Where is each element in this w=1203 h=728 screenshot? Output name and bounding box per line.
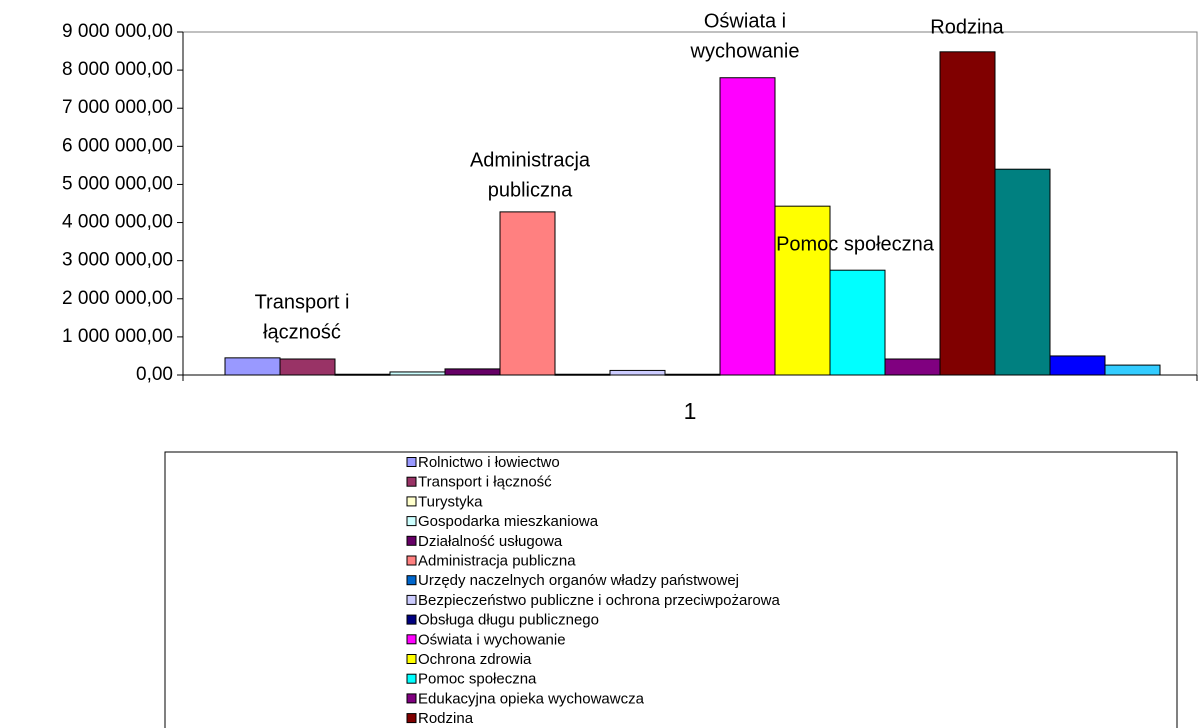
legend-label: Obsługa długu publicznego: [418, 612, 599, 629]
bar: [1049, 355, 1106, 376]
legend-swatch: [406, 673, 417, 684]
legend-swatch: [406, 594, 417, 605]
bar: [444, 368, 501, 376]
legend-label: Pomoc społeczna: [418, 671, 537, 688]
legend-label: Ochrona zdrowia: [418, 651, 532, 668]
y-tick-label: 0,00: [136, 364, 173, 385]
annotation: Transport i: [255, 291, 350, 313]
legend-swatch: [406, 516, 417, 527]
legend-label: Transport i łączność: [418, 474, 552, 491]
legend-label: Administracja publiczna: [418, 552, 576, 569]
y-tick-label: 6 000 000,00: [62, 135, 173, 156]
legend-label: Turystyka: [418, 493, 483, 510]
legend-swatch: [406, 693, 417, 704]
legend-label: Gospodarka mieszkaniowa: [418, 513, 599, 530]
annotation: Administracja: [470, 149, 591, 171]
legend-swatch: [406, 496, 417, 507]
annotation: Pomoc społeczna: [776, 233, 935, 255]
y-tick-label: 7 000 000,00: [62, 97, 173, 118]
y-tick-label: 4 000 000,00: [62, 212, 173, 233]
annotation: Oświata i: [704, 10, 786, 32]
legend-swatch: [406, 457, 417, 467]
y-tick-label: 1 000 000,00: [62, 326, 173, 347]
annotation: publiczna: [488, 179, 573, 201]
legend-label: Rodzina: [418, 710, 474, 727]
bar: [994, 168, 1051, 376]
bar: [774, 205, 831, 376]
annotation: wychowanie: [690, 40, 800, 62]
legend-swatch: [406, 575, 417, 586]
y-tick-label: 9 000 000,00: [62, 21, 173, 42]
bar: [279, 358, 336, 376]
legend-swatch: [406, 535, 417, 546]
legend-label: Działalność usługowa: [418, 533, 563, 550]
bar: [224, 357, 281, 376]
legend-label: Rolnictwo i łowiectwo: [418, 454, 560, 471]
legend-label: Urzędy naczelnych organów władzy państwo…: [418, 572, 739, 589]
annotation: łączność: [263, 321, 341, 343]
bar: [499, 211, 556, 376]
bar: [884, 358, 941, 376]
legend-label: Edukacyjna opieka wychowawcza: [418, 690, 645, 707]
y-tick-label: 8 000 000,00: [62, 59, 173, 80]
legend-swatch: [406, 713, 417, 724]
legend-swatch: [406, 614, 417, 625]
y-tick-label: 5 000 000,00: [62, 173, 173, 194]
bar: [609, 369, 666, 376]
legend-label: Bezpieczeństwo publiczne i ochrona przec…: [418, 592, 781, 609]
bar: [829, 269, 886, 376]
legend-swatch: [406, 555, 417, 566]
legend-swatch: [406, 634, 417, 645]
legend: [164, 451, 1178, 728]
legend-label: Oświata i wychowanie: [418, 631, 566, 648]
y-tick-label: 2 000 000,00: [62, 288, 173, 309]
legend-swatch: [406, 476, 417, 487]
y-tick-label: 3 000 000,00: [62, 250, 173, 271]
bar: [719, 77, 776, 376]
x-tick-label: 1: [684, 398, 697, 424]
legend-swatch: [406, 654, 417, 664]
bar: [939, 51, 996, 376]
annotation: Rodzina: [930, 16, 1004, 38]
bar: [1104, 364, 1161, 376]
